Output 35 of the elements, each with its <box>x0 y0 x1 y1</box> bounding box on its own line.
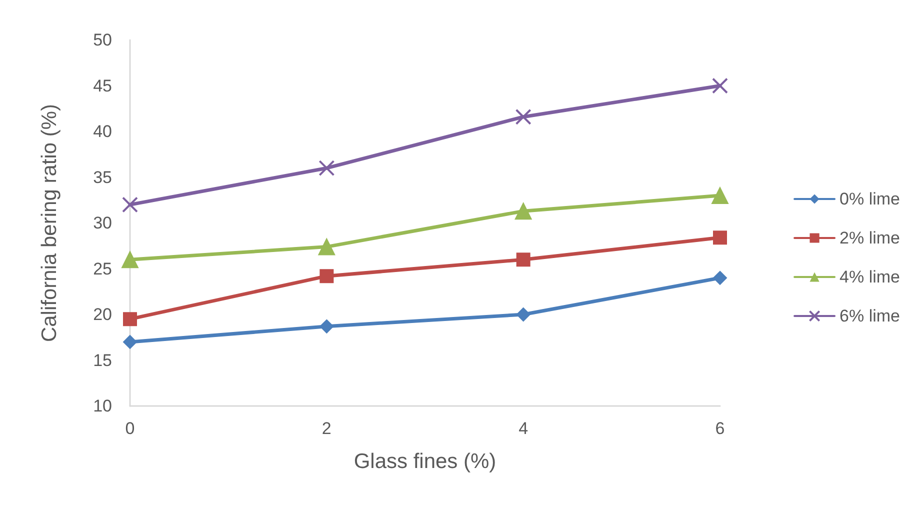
point <box>712 78 728 94</box>
y-tick-label: 45 <box>93 76 112 96</box>
y-tick-label: 35 <box>93 168 112 187</box>
point <box>123 334 137 349</box>
point <box>516 252 530 267</box>
point <box>122 196 138 213</box>
x-tick-label: 4 <box>518 419 528 438</box>
y-tick-label: 30 <box>93 214 112 232</box>
legend-label: 6% lime <box>840 306 900 326</box>
point <box>515 108 532 125</box>
x-tick-label: 2 <box>322 419 332 438</box>
point <box>122 251 138 268</box>
point <box>320 319 334 334</box>
y-tick-label: 50 <box>93 30 112 50</box>
x-tick-label: 6 <box>715 419 725 438</box>
legend-label: 0% lime <box>840 190 900 208</box>
point <box>713 230 727 245</box>
point <box>516 308 530 322</box>
point <box>713 270 727 285</box>
legend-label: 4% lime <box>840 268 900 286</box>
x-axis-title: Glass fines (%) <box>354 450 496 473</box>
point <box>123 312 137 326</box>
y-tick-label: 20 <box>93 305 112 324</box>
point <box>318 238 336 256</box>
point <box>712 187 728 204</box>
legend-label: 2% lime <box>840 228 900 248</box>
point <box>514 202 532 220</box>
y-tick-label: 15 <box>93 350 112 370</box>
x-tick-label: 0 <box>125 419 135 438</box>
y-tick-label: 40 <box>93 122 112 141</box>
point <box>318 160 335 176</box>
y-tick-label: 10 <box>93 396 112 416</box>
y-tick-label: 25 <box>93 259 112 278</box>
point <box>320 269 334 284</box>
y-axis-title: California bering ratio (%) <box>38 104 61 342</box>
